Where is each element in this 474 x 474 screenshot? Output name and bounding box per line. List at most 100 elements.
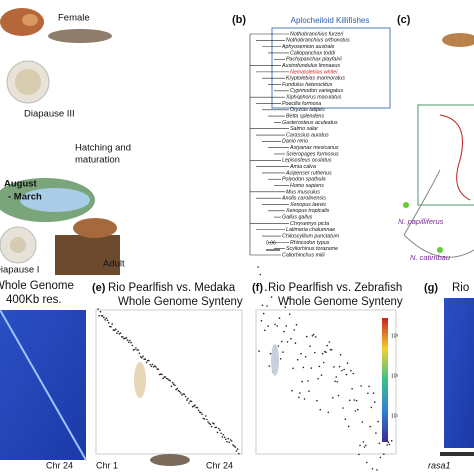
clade-box [271, 27, 391, 109]
dot [269, 352, 272, 355]
dot [141, 356, 143, 359]
dot [313, 351, 316, 354]
dot [230, 440, 233, 442]
species-label: Gasterosteus aculeatus [282, 120, 338, 126]
dot [299, 392, 301, 394]
dot [316, 399, 318, 402]
dot [226, 441, 228, 443]
dot [343, 368, 345, 371]
dot [181, 394, 183, 396]
dot [172, 383, 175, 386]
species-label: Chrysemys picta [290, 221, 329, 227]
dot [312, 333, 315, 336]
dot [287, 297, 290, 300]
dot [133, 348, 136, 351]
fish-icon [150, 454, 190, 466]
species-label: Kryptolebias marmoratus [286, 76, 345, 82]
dot [126, 339, 129, 341]
dot [305, 335, 308, 338]
gene-track [440, 452, 474, 456]
species-label: Anolis carolinensis [281, 196, 326, 202]
dot [355, 399, 358, 402]
dot [350, 369, 352, 372]
dot [203, 418, 206, 420]
dot [209, 423, 212, 426]
dot [229, 439, 232, 441]
dot [222, 433, 225, 436]
dot [159, 373, 162, 376]
dot [219, 429, 221, 432]
species-label: Pachypanchax playfairii [286, 57, 342, 63]
dot [130, 341, 132, 344]
species-label: Salmo salar [290, 126, 318, 132]
dot [110, 326, 112, 328]
dot [322, 361, 325, 364]
dot [233, 445, 235, 447]
dot [106, 319, 109, 322]
plot-frame [255, 309, 397, 455]
plot-frame [95, 309, 243, 455]
dot [118, 333, 121, 335]
species-label: Fundulus heteroclitus [282, 82, 333, 88]
dot [327, 411, 330, 414]
dot [123, 337, 125, 340]
dot [99, 310, 102, 313]
panel-title: 400Kb res. [6, 294, 62, 306]
dot [379, 456, 382, 459]
dot [169, 379, 171, 382]
dot [390, 440, 393, 442]
dot [162, 377, 164, 380]
dot [104, 319, 106, 321]
dot [321, 352, 324, 355]
dot [295, 323, 298, 326]
dot [176, 387, 179, 390]
species-label: Nematolebias whitei [290, 69, 338, 75]
dot [170, 385, 173, 388]
colorbar-tick: 10¹ [391, 413, 399, 419]
dot [336, 381, 339, 383]
species-label: Chiloscyllium punctatum [282, 233, 340, 239]
panel-label: (c) [397, 14, 411, 26]
species-label: Amia calva [289, 164, 316, 170]
dot [300, 352, 302, 355]
dot [129, 339, 131, 342]
label: Hatching and [75, 143, 131, 154]
dot [301, 380, 304, 383]
dot [142, 355, 144, 358]
dot [291, 389, 293, 392]
dot [98, 314, 100, 317]
dot [194, 404, 196, 407]
clade-title: Aplocheiloid Killifishes [291, 16, 370, 25]
species-label: Xenopus tropicalis [285, 208, 330, 214]
dot [386, 444, 389, 446]
dot [325, 351, 327, 354]
dot [144, 358, 147, 361]
dot [362, 441, 365, 443]
species-label: Astyanax mexicanus [289, 145, 339, 151]
dot [100, 315, 103, 317]
dot [258, 350, 260, 352]
dot [359, 444, 361, 447]
dot [122, 336, 124, 338]
dot [138, 352, 141, 355]
dot [107, 321, 110, 324]
dot [213, 422, 215, 425]
dot [366, 461, 368, 464]
dot [332, 397, 334, 399]
dot [261, 304, 264, 307]
dot [190, 400, 193, 403]
panel-label: (e) [92, 282, 106, 294]
dot [383, 453, 385, 456]
dot [277, 345, 280, 347]
synteny-dots [257, 266, 393, 471]
species-label: Gallus gallus [282, 215, 313, 221]
dot [109, 325, 111, 328]
dot [335, 376, 338, 378]
species-label: Acipenser ruthenus [285, 170, 332, 176]
dot [345, 373, 348, 376]
dot [191, 405, 194, 408]
dot [180, 392, 182, 394]
dot [326, 344, 328, 347]
dot [317, 377, 319, 380]
dot [372, 392, 375, 394]
